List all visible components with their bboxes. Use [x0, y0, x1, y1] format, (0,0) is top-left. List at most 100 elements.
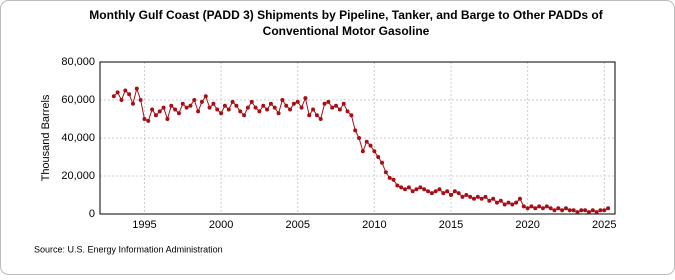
data-point — [422, 187, 427, 192]
data-point — [222, 103, 227, 108]
data-point — [529, 204, 534, 209]
data-point — [441, 191, 446, 196]
data-point — [464, 193, 469, 197]
x-tick-label: 2010 — [362, 219, 386, 231]
data-point — [219, 111, 224, 116]
data-point — [514, 200, 519, 205]
data-point — [111, 94, 116, 99]
data-point — [272, 105, 277, 110]
data-point — [598, 208, 603, 213]
data-point — [579, 208, 584, 213]
data-point — [165, 117, 170, 121]
data-point — [448, 193, 453, 197]
data-point — [345, 109, 350, 114]
data-point — [456, 191, 461, 196]
y-tick-label: 20,000 — [61, 170, 95, 182]
data-point — [291, 101, 296, 106]
data-point — [184, 105, 189, 110]
data-point — [418, 185, 423, 190]
data-point — [307, 113, 312, 118]
data-point — [234, 103, 239, 108]
data-point — [207, 105, 212, 110]
data-point — [414, 187, 419, 192]
data-point — [157, 109, 162, 114]
data-point — [586, 210, 591, 215]
data-point — [261, 103, 266, 108]
data-point — [483, 194, 488, 199]
data-point — [437, 187, 442, 192]
data-point — [330, 105, 335, 110]
data-point — [468, 194, 473, 199]
data-point — [295, 99, 300, 104]
data-point — [326, 99, 331, 104]
data-point — [127, 92, 132, 97]
data-point — [192, 98, 197, 102]
data-point — [268, 101, 273, 106]
data-point — [180, 101, 185, 106]
data-point — [253, 105, 258, 110]
data-point — [161, 105, 166, 110]
data-point — [494, 200, 499, 205]
data-point — [583, 208, 588, 213]
data-point — [257, 109, 262, 114]
data-point — [491, 196, 496, 201]
data-point — [368, 143, 373, 148]
data-point — [265, 107, 270, 112]
y-tick-label: 40,000 — [61, 132, 95, 144]
data-point — [590, 208, 595, 213]
data-point — [123, 88, 128, 93]
data-point — [471, 196, 476, 201]
x-tick-label: 2005 — [285, 219, 309, 231]
x-tick-label: 2025 — [592, 219, 616, 231]
data-point — [406, 185, 411, 190]
data-point — [334, 103, 339, 108]
data-point — [203, 94, 208, 99]
data-point — [460, 194, 465, 199]
source: Source: U.S. Energy Information Administ… — [34, 244, 223, 254]
x-tick-label: 2000 — [209, 219, 233, 231]
data-point — [533, 206, 538, 211]
data-point — [479, 196, 484, 201]
chart-title: Conventional Motor Gasoline — [263, 24, 430, 38]
data-point — [303, 96, 308, 101]
data-point — [383, 170, 388, 175]
data-point — [571, 208, 576, 213]
data-point — [433, 189, 438, 194]
data-point — [380, 160, 385, 165]
data-point — [245, 105, 250, 110]
data-point — [403, 187, 408, 192]
data-point — [280, 98, 285, 102]
data-point — [249, 99, 254, 104]
data-point — [560, 208, 565, 213]
data-point — [173, 107, 178, 112]
data-point — [544, 204, 549, 209]
data-point — [426, 189, 431, 194]
data-point — [364, 139, 369, 144]
y-tick-label: 0 — [89, 208, 95, 220]
data-point — [176, 111, 181, 116]
data-point — [322, 101, 327, 106]
data-point — [284, 103, 289, 108]
data-point — [487, 198, 492, 203]
y-axis-label: Thousand Barrels — [40, 94, 52, 181]
data-point — [372, 149, 377, 154]
data-point — [410, 189, 415, 194]
data-point — [540, 206, 545, 211]
data-point — [115, 90, 120, 95]
data-point — [211, 101, 216, 106]
data-point — [517, 196, 522, 201]
data-point — [188, 103, 193, 108]
data-point — [311, 107, 316, 112]
x-tick-label: 2015 — [439, 219, 463, 231]
data-point — [146, 118, 151, 123]
data-point — [153, 113, 158, 118]
data-point — [242, 113, 247, 118]
data-point — [360, 149, 365, 154]
data-point — [399, 185, 404, 190]
plot-area — [99, 61, 616, 215]
data-point — [276, 111, 281, 116]
data-point — [498, 198, 503, 203]
data-point — [563, 206, 568, 211]
data-point — [138, 98, 143, 102]
